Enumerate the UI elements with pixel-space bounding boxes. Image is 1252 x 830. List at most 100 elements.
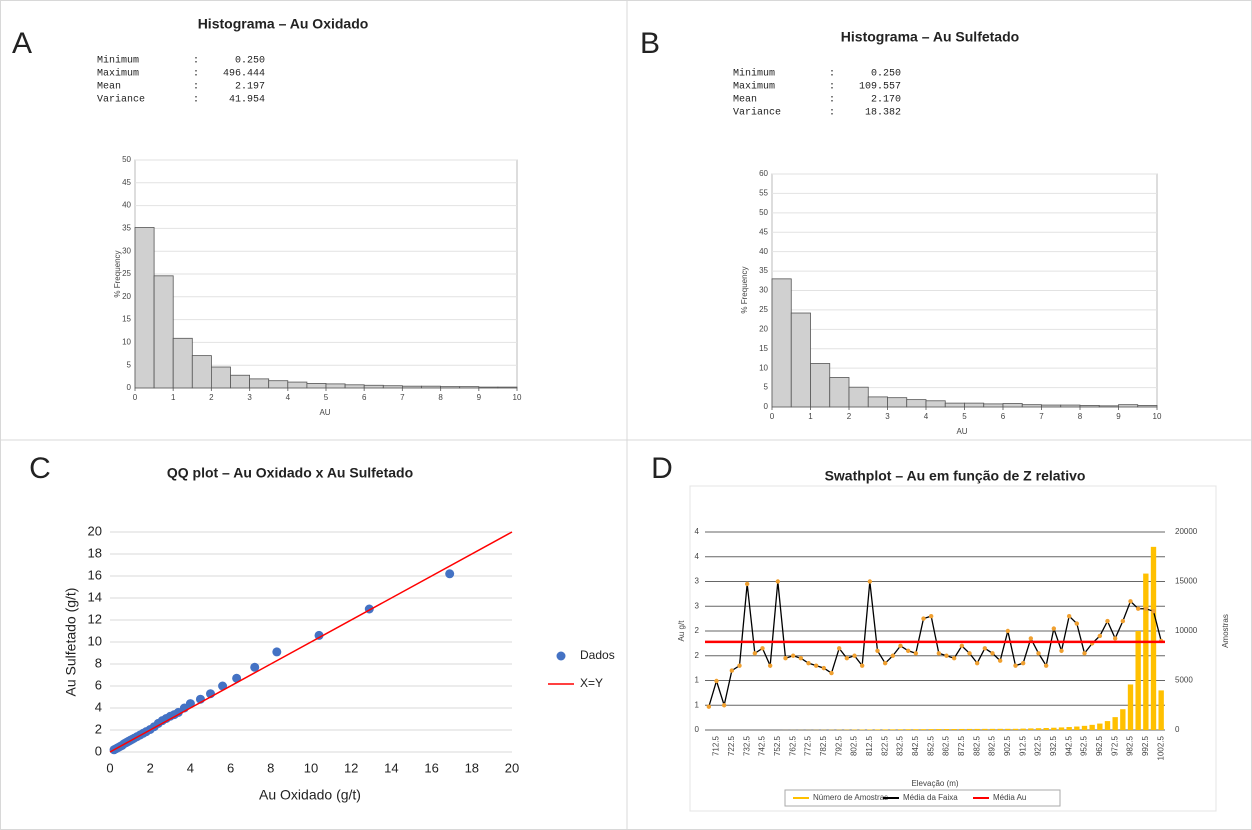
marker (921, 616, 926, 621)
bar (943, 729, 950, 730)
y-tick-label: 20 (759, 324, 768, 333)
y-tick-label: 0 (764, 402, 769, 411)
y-tick-label: 30 (122, 246, 131, 255)
bar (982, 728, 988, 730)
x-tick-label: 762.5 (788, 735, 797, 756)
x-tick-label: 972.5 (1110, 735, 1119, 756)
bar (1043, 728, 1049, 730)
y-tick-label: 25 (759, 305, 768, 314)
point (250, 662, 260, 672)
y-tick-label: 16 (88, 567, 102, 582)
marker (1112, 636, 1118, 641)
bar (928, 729, 934, 730)
stat-line: Minimum : 0.250 (97, 55, 265, 67)
bar (230, 374, 251, 389)
bar (382, 385, 403, 389)
stat-line: Maximum : 496.444 (97, 68, 265, 80)
x-tick-label: 0 (770, 412, 775, 421)
legend-label: Número de Amostras (813, 793, 888, 802)
bar (951, 729, 957, 730)
x-tick-label: 732.5 (742, 735, 751, 756)
marker (974, 660, 980, 666)
y-tick-label: 2 (95, 721, 102, 736)
bar (771, 278, 792, 408)
bar (1021, 404, 1042, 408)
bar (1143, 573, 1149, 730)
x-tick-label: 0 (106, 760, 113, 775)
bar (1127, 684, 1134, 730)
bar (920, 729, 927, 730)
x-tick-label: 1 (808, 412, 813, 421)
bar (925, 400, 946, 408)
bar (1051, 727, 1057, 730)
bar (1104, 721, 1111, 730)
marker (767, 663, 773, 668)
marker (944, 653, 949, 658)
marker (1128, 599, 1133, 604)
bar (1002, 403, 1023, 408)
x-tick-label: 9 (1116, 412, 1121, 421)
marker (783, 656, 788, 661)
bar (210, 366, 231, 389)
x-tick-label: 832.5 (896, 735, 905, 756)
x-tick-label: 802.5 (850, 735, 859, 756)
x-tick-label: 7 (400, 393, 405, 402)
bar (867, 396, 888, 408)
marker (936, 651, 942, 656)
y-tick-label: 8 (95, 655, 102, 670)
marker (1036, 651, 1041, 656)
bar (172, 337, 193, 389)
bar (966, 728, 973, 730)
bar (1137, 405, 1158, 408)
x-tick-label: 18 (465, 760, 479, 775)
y2-tick-label: 15000 (1175, 577, 1198, 586)
y-tick-label: 3 (695, 577, 700, 586)
marker (951, 656, 957, 661)
marker (1059, 648, 1064, 653)
x-tick-label: 922.5 (1034, 735, 1043, 756)
marker (729, 668, 735, 673)
legend-label: Média Au (993, 793, 1026, 802)
stat-line: Maximum : 109.557 (733, 81, 901, 93)
x-tick-label: 6 (1001, 412, 1006, 421)
marker (744, 581, 750, 587)
stat-line: Mean : 2.170 (733, 95, 901, 106)
chart-title: QQ plot – Au Oxidado x Au Sulfetado (167, 465, 413, 481)
marker (775, 579, 781, 584)
marker (890, 653, 896, 658)
marker (798, 656, 804, 661)
x-tick-label: 6 (227, 760, 234, 775)
y-tick-label: 1 (695, 676, 700, 685)
panel-letter: A (12, 27, 32, 60)
marker (813, 663, 819, 668)
bar (440, 386, 461, 389)
x-tick-label: 2 (847, 412, 852, 421)
marker (859, 663, 865, 668)
x-tick-label: 10 (304, 760, 318, 775)
marker (913, 651, 919, 656)
marker (967, 651, 972, 656)
bar (1041, 404, 1062, 408)
chart-box (689, 485, 1217, 812)
bar (906, 399, 927, 408)
bar (1020, 728, 1026, 730)
bar (887, 397, 908, 408)
x-tick-label: 8 (1078, 412, 1083, 421)
y-tick-label: 40 (122, 201, 131, 210)
marker (706, 704, 712, 709)
x-tick-label: 5 (324, 393, 329, 402)
y-tick-label: 10 (759, 363, 768, 372)
marker (928, 613, 934, 619)
marker (852, 653, 857, 658)
x-tick-label: 10 (513, 393, 522, 402)
x-axis-label: Au Oxidado (g/t) (259, 787, 361, 803)
bar (1120, 709, 1126, 730)
x-tick-label: 4 (187, 760, 194, 775)
bar (1118, 404, 1139, 408)
x-tick-label: 2 (147, 760, 154, 775)
marker (752, 651, 758, 656)
stat-line: Minimum : 0.250 (733, 68, 901, 80)
bar (1097, 723, 1103, 730)
marker (1151, 609, 1156, 614)
